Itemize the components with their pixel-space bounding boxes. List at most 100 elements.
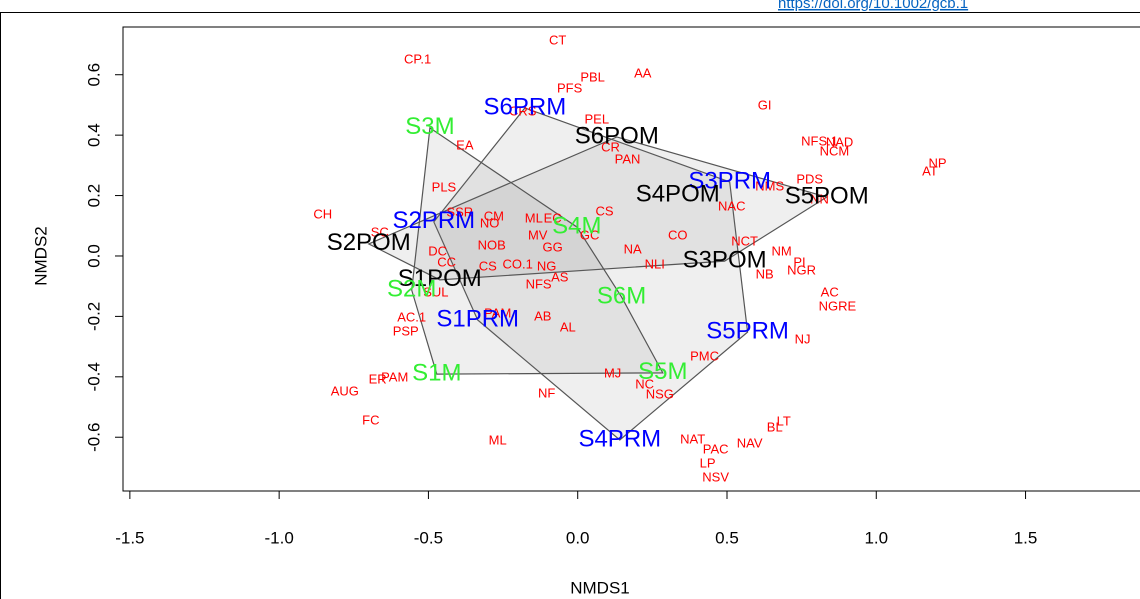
- site-label: S6M: [597, 282, 646, 309]
- species-label: AB: [534, 308, 551, 323]
- species-label: FC: [362, 412, 379, 427]
- species-label: EA: [456, 137, 474, 152]
- species-label: AUG: [331, 383, 359, 398]
- site-label: S5POM: [785, 182, 869, 209]
- species-label: NAC: [718, 198, 745, 213]
- site-label: S3POM: [683, 246, 767, 273]
- site-label: S2POM: [327, 229, 411, 256]
- species-label: NFS: [526, 276, 552, 291]
- species-label: NO: [480, 215, 500, 230]
- y-axis-title: NMDS2: [31, 226, 50, 286]
- site-label: S2M: [387, 275, 436, 302]
- species-label: PI: [793, 254, 805, 269]
- species-label: CM: [484, 208, 504, 223]
- species-label: PAC: [703, 441, 729, 456]
- species-label: NGR: [787, 263, 816, 278]
- group-hull: [411, 126, 664, 375]
- species-label: CC: [437, 254, 456, 269]
- species-label: NGRE: [819, 298, 857, 313]
- site-label: S5M: [638, 358, 687, 385]
- species-label: SC: [371, 224, 389, 239]
- species-label: CP.1: [404, 51, 431, 66]
- species-label: PMC: [690, 348, 719, 363]
- y-tick-label: -0.4: [84, 362, 103, 391]
- species-label: CT: [549, 32, 566, 47]
- species-label: PLS: [432, 179, 457, 194]
- species-label: AC.1: [397, 309, 426, 324]
- site-label: S6PRM: [484, 93, 567, 120]
- species-label: CH: [313, 206, 332, 221]
- species-label: AS: [551, 269, 569, 284]
- species-label: GI: [758, 97, 772, 112]
- species-label: NF: [538, 385, 555, 400]
- species-label: PAM: [484, 305, 511, 320]
- species-label: NOB: [478, 237, 506, 252]
- y-tick-label: 0.2: [84, 184, 103, 208]
- y-tick-label: -0.6: [84, 423, 103, 452]
- x-tick-label: -1.0: [264, 528, 293, 547]
- species-label: ML: [525, 210, 543, 225]
- x-axis-title: NMDS1: [570, 578, 630, 597]
- y-tick-label: -0.2: [84, 302, 103, 331]
- species-label: CS: [479, 258, 497, 273]
- species-label: CO: [668, 227, 688, 242]
- species-label: DC: [428, 243, 447, 258]
- y-tick-label: 0.0: [84, 244, 103, 268]
- species-label: SUL: [423, 285, 448, 300]
- species-label: NAV: [737, 436, 763, 451]
- x-tick-label: 1.5: [1014, 528, 1038, 547]
- species-label: NP: [928, 155, 946, 170]
- site-label: S1PRM: [436, 305, 519, 332]
- species-label: NM: [772, 243, 792, 258]
- species-label: CO.1: [503, 256, 533, 271]
- species-label: NJ: [795, 331, 811, 346]
- species-label: CR: [601, 139, 620, 154]
- site-label: S6POM: [575, 122, 659, 149]
- species-label: PAM: [381, 369, 408, 384]
- species-label: MV: [528, 227, 548, 242]
- species-label: NG: [537, 258, 557, 273]
- site-label: S4POM: [636, 180, 720, 207]
- species-label: AL: [560, 319, 576, 334]
- site-label: S4M: [552, 212, 601, 239]
- group-hull: [433, 107, 749, 441]
- species-label: MJ: [604, 366, 621, 381]
- x-tick-label: 0.5: [715, 528, 739, 547]
- site-label: S2PRM: [392, 207, 475, 234]
- species-label: NC: [635, 376, 654, 391]
- species-label: NSV: [702, 469, 729, 484]
- species-label: GC: [580, 227, 600, 242]
- species-label: NLI: [645, 256, 665, 271]
- species-label: ML: [489, 433, 507, 448]
- species-label: PFS: [557, 80, 583, 95]
- species-label: NAT: [680, 431, 705, 446]
- species-label: PDS: [796, 171, 823, 186]
- site-label: S1POM: [398, 265, 482, 292]
- y-tick-label: 0.4: [84, 123, 103, 147]
- species-label: NSG: [646, 386, 674, 401]
- species-label: LT: [777, 414, 791, 429]
- species-label: CRS: [509, 103, 537, 118]
- species-label: PEL: [585, 111, 610, 126]
- doi-link[interactable]: https://doi.org/10.1002/gcb.1: [778, 0, 968, 12]
- species-label: NN: [810, 192, 829, 207]
- species-label: EC: [544, 210, 562, 225]
- species-label: NFS.1: [801, 134, 838, 149]
- x-tick-label: 0.0: [566, 528, 590, 547]
- site-label: S3M: [405, 113, 454, 140]
- frame: [0, 12, 1140, 599]
- species-label: NB: [756, 266, 774, 281]
- species-label: AA: [634, 65, 652, 80]
- site-label: S1M: [412, 359, 461, 386]
- group-hull: [367, 136, 829, 281]
- species-label: LP: [700, 456, 716, 471]
- species-label: BL: [767, 420, 783, 435]
- species-label: PAN: [615, 151, 641, 166]
- species-label: NCT: [731, 234, 758, 249]
- x-tick-label: 1.0: [864, 528, 888, 547]
- species-label: NA: [624, 241, 642, 256]
- species-label: NAD: [826, 134, 853, 149]
- site-label: S4PRM: [578, 425, 661, 452]
